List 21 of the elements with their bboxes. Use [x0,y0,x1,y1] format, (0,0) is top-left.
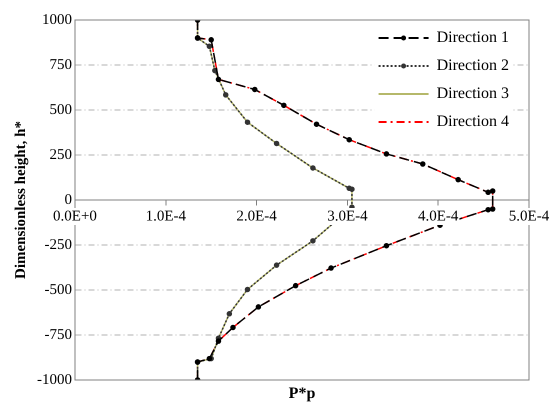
x-tick-label: 1.0E-4 [146,208,186,224]
x-tick-label: 3.0E-4 [327,208,368,224]
y-tick-label: -250 [44,236,72,253]
y-tick-label: 500 [49,102,72,118]
x-tick-label: 0.0E+0 [53,208,97,224]
legend-label: Direction 2 [436,57,509,74]
y-tick-label: 1000 [42,12,72,28]
y-tick-label: -500 [44,282,72,298]
legend-label: Direction 4 [436,113,509,130]
y-axis-title: Dimensionless height, h* [12,121,29,279]
y-tick-label: -1000 [36,372,72,388]
legend-label: Direction 3 [436,85,509,102]
y-tick-label: 750 [49,56,72,73]
x-axis-title: P*p [288,385,316,402]
y-tick-label: 250 [49,146,72,163]
y-tick-label: 0 [64,192,72,208]
y-tick-label: -750 [44,326,72,343]
x-tick-label: 4.0E-4 [418,208,459,224]
x-tick-label: 2.0E-4 [236,208,278,224]
x-tick-label: 5.0E-4 [508,208,550,224]
legend-label: Direction 1 [436,29,509,46]
